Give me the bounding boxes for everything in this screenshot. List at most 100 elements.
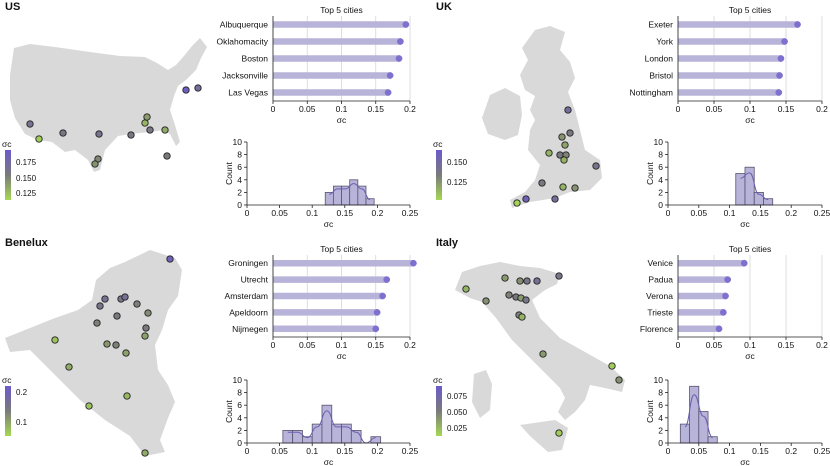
city-point xyxy=(566,129,574,137)
y-tick-label: 4 xyxy=(237,175,242,185)
city-point xyxy=(163,152,171,160)
city-point xyxy=(166,255,174,263)
city-point xyxy=(141,332,149,340)
city-point xyxy=(522,195,530,203)
top5-dot xyxy=(775,89,783,96)
y-tick-label: 8 xyxy=(658,150,663,160)
panel-title-italy: Italy xyxy=(436,237,459,249)
top5-title: Top 5 cities xyxy=(729,244,772,254)
city-point xyxy=(95,130,103,138)
y-tick-label: 4 xyxy=(658,175,663,185)
uk-colorbar-label: σc xyxy=(433,139,443,149)
x-tick-label: 0.1 xyxy=(306,208,318,218)
uk-colorbar-tick: 0.150 xyxy=(447,158,468,167)
top5-category-label: Apeldoorn xyxy=(229,307,268,317)
city-point xyxy=(143,113,151,121)
city-point xyxy=(560,156,568,164)
y-tick-label: 0 xyxy=(658,200,663,210)
city-point xyxy=(96,302,104,310)
top5-dot xyxy=(722,292,729,300)
city-point xyxy=(533,277,541,285)
x-tick-label: 0.05 xyxy=(299,340,316,350)
us-city-points xyxy=(26,84,202,168)
x-tick-label: 0.15 xyxy=(367,104,384,114)
panel-title-us: US xyxy=(5,1,20,13)
city-point xyxy=(513,199,521,207)
x-tick-label: 0.2 xyxy=(785,446,797,456)
y-tick-label: 6 xyxy=(237,400,242,410)
uk-map xyxy=(482,26,602,208)
italy-map xyxy=(455,262,625,452)
city-point xyxy=(121,293,129,301)
x-axis-label: σc xyxy=(745,115,755,125)
x-tick-label: 0 xyxy=(245,208,250,218)
us-colorbar-tick: 0.125 xyxy=(16,189,37,198)
top5-category-label: Nijmegen xyxy=(232,324,268,334)
top5-dot xyxy=(383,276,391,283)
x-tick-label: 0.15 xyxy=(778,104,795,114)
y-tick-label: 0 xyxy=(237,200,242,210)
top5-category-label: Verona xyxy=(646,291,673,301)
sardinia-land xyxy=(472,370,492,418)
top5-category-label: Amsterdam xyxy=(225,291,268,301)
city-point xyxy=(608,362,616,370)
city-point xyxy=(113,312,121,320)
city-point xyxy=(142,324,150,332)
top5-dot xyxy=(740,259,748,267)
x-axis-label: σc xyxy=(745,351,755,361)
y-tick-label: 8 xyxy=(237,388,242,398)
benelux-colorbar-tick: 0.1 xyxy=(16,418,28,427)
city-point xyxy=(559,183,567,191)
top5-title: Top 5 cities xyxy=(320,244,363,254)
x-tick-label: 0.05 xyxy=(691,208,708,218)
y-tick-label: 0 xyxy=(658,438,663,448)
x-tick-label: 0.15 xyxy=(752,208,769,218)
benelux-colorbar: σc 0.2 0.1 xyxy=(2,375,28,436)
city-point xyxy=(558,133,566,141)
top5-dot xyxy=(402,21,410,28)
panel-title-uk: UK xyxy=(436,1,452,13)
x-tick-label: 0.15 xyxy=(367,340,384,350)
top5-dot xyxy=(794,21,801,28)
city-point xyxy=(505,291,513,299)
top5-dot xyxy=(372,325,380,333)
top5-category-label: Bristol xyxy=(649,71,673,81)
city-point xyxy=(35,135,43,143)
city-point xyxy=(133,300,141,308)
x-axis-label: σc xyxy=(740,219,750,229)
city-point xyxy=(85,402,93,410)
x-tick-label: 0.1 xyxy=(336,340,348,350)
italy-colorbar-tick: 0.025 xyxy=(447,424,468,433)
top5-category-label: Las Vegas xyxy=(228,88,268,98)
x-axis-label: σc xyxy=(740,457,750,466)
benelux-colorbar-tick: 0.2 xyxy=(16,388,28,397)
top5-dot xyxy=(724,276,732,283)
top5-category-label: Oklahomacity xyxy=(217,37,269,47)
city-point xyxy=(523,277,531,285)
y-tick-label: 4 xyxy=(237,413,242,423)
us-histogram: 0 2 4 6 8 10 0 0.05 0.1 0.15 0.2 0.25 σc Count xyxy=(224,137,419,229)
y-tick-label: 2 xyxy=(237,425,242,435)
city-point xyxy=(26,120,34,128)
x-tick-label: 0.1 xyxy=(744,340,756,350)
city-point xyxy=(65,363,73,371)
city-point xyxy=(555,272,563,280)
x-tick-label: 0 xyxy=(666,208,671,218)
x-axis-label: σc xyxy=(324,457,334,466)
city-point xyxy=(51,336,59,344)
x-tick-label: 0.2 xyxy=(404,104,416,114)
x-tick-label: 0.05 xyxy=(691,446,708,456)
x-tick-label: 0.05 xyxy=(299,104,316,114)
x-tick-label: 0.2 xyxy=(816,340,828,350)
city-point xyxy=(146,126,154,134)
top5-category-label: Nottingham xyxy=(630,88,673,98)
x-tick-label: 0.15 xyxy=(778,340,795,350)
y-tick-label: 10 xyxy=(654,137,664,147)
y-axis-label: Count xyxy=(224,162,234,185)
city-point xyxy=(161,126,169,134)
y-tick-label: 8 xyxy=(658,388,663,398)
hist-bar xyxy=(370,436,382,444)
benelux-histogram: 0 2 4 6 8 10 0 0.05 0.1 0.15 0.2 0.25 σc Count xyxy=(224,375,419,466)
x-tick-label: 0.25 xyxy=(814,446,830,456)
